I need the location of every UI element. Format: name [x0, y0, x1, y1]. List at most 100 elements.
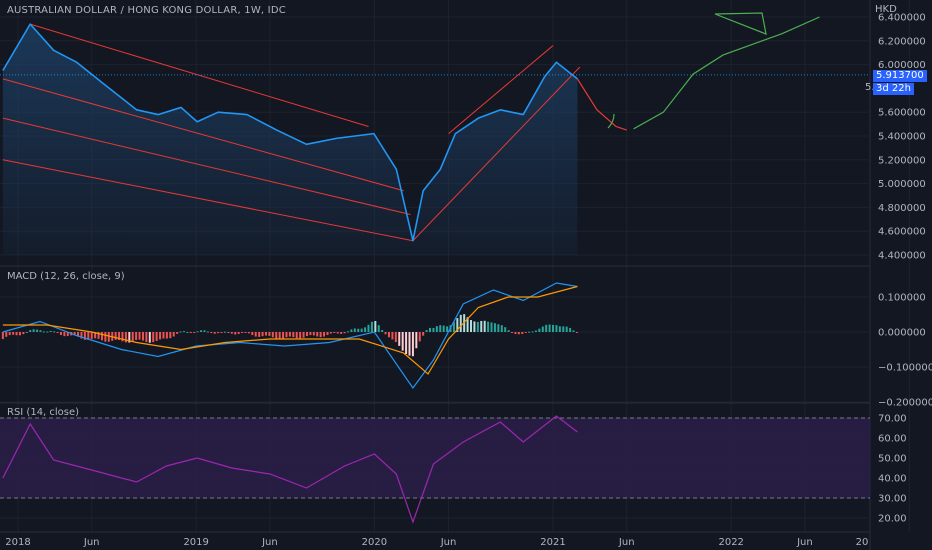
macd-histogram-bar	[548, 324, 551, 332]
macd-histogram-bar	[480, 320, 483, 332]
macd-histogram-bar	[364, 327, 367, 332]
macd-histogram-bar	[408, 332, 411, 356]
time-axis-tick-label: 2021	[540, 537, 565, 548]
last-price-tag: 5.913700	[873, 70, 927, 82]
macd-histogram-bar	[309, 332, 312, 336]
macd-histogram-bar	[476, 322, 479, 332]
macd-histogram-bar	[152, 332, 155, 343]
channel-line	[2, 117, 411, 216]
macd-histogram-bar	[193, 332, 196, 333]
currency-label: HKD	[875, 4, 897, 15]
macd-histogram-bar	[569, 327, 572, 332]
macd-histogram-bar	[360, 328, 363, 332]
macd-histogram-bar	[278, 332, 281, 340]
macd-histogram-bar	[97, 332, 100, 339]
macd-histogram-bar	[169, 332, 172, 339]
price-axis-partial-label: 5.	[865, 82, 875, 93]
macd-histogram-bar	[87, 332, 90, 340]
macd-histogram-bar	[446, 326, 449, 332]
axis-tick-label: 40.00	[878, 474, 907, 485]
macd-histogram-bar	[148, 332, 151, 343]
channel-line	[412, 66, 581, 242]
time-axis-tick-label: 2018	[5, 537, 30, 548]
macd-histogram-bar	[244, 332, 247, 333]
macd-histogram-bar	[32, 329, 35, 332]
macd-histogram-bar	[367, 324, 370, 332]
macd-histogram-bar	[90, 332, 93, 339]
macd-histogram-bar	[558, 326, 561, 332]
macd-histogram-bar	[261, 332, 264, 337]
macd-histogram-bar	[493, 323, 496, 332]
macd-histogram-bar	[56, 332, 59, 334]
macd-histogram-bar	[391, 332, 394, 340]
macd-histogram-bar	[254, 332, 257, 337]
macd-histogram-bar	[100, 332, 103, 341]
macd-histogram-bar	[394, 332, 397, 343]
macd-histogram-bar	[176, 332, 179, 334]
macd-histogram-bar	[49, 330, 52, 332]
macd-histogram-bar	[534, 330, 537, 332]
macd-histogram-bar	[357, 328, 360, 332]
axis-tick-label: 5.400000	[878, 132, 926, 143]
macd-histogram-bar	[80, 332, 83, 339]
macd-histogram-bar	[381, 330, 384, 332]
macd-histogram-bar	[53, 331, 56, 333]
macd-histogram-bar	[131, 332, 134, 342]
price-axis[interactable]: 6.400000 6.200000 6.000000 5.600000 5.400000…	[878, 13, 932, 525]
time-axis-tick-label: 2019	[183, 537, 208, 548]
macd-histogram-bar	[411, 332, 414, 357]
macd-histogram-bar	[340, 332, 343, 334]
rsi-line	[2, 415, 578, 524]
macd-histogram-bar	[217, 332, 220, 334]
macd-histogram-bar	[439, 325, 442, 332]
axis-tick-label: −0.200000	[878, 398, 932, 409]
macd-histogram-bar	[326, 332, 329, 336]
macd-histogram-bar	[94, 332, 97, 339]
time-axis-tick-label: 2022	[718, 537, 743, 548]
time-axis-tick-label: Jun	[440, 537, 457, 548]
macd-histogram-bar	[490, 322, 493, 332]
macd-histogram-bar	[179, 331, 182, 333]
macd-histogram-bar	[282, 332, 285, 339]
axis-tick-label: 6.000000	[878, 60, 926, 71]
macd-histogram-bar	[234, 332, 237, 335]
macd-histogram-bar	[46, 331, 49, 333]
macd-histogram-bar	[333, 332, 336, 333]
macd-histogram-bar	[159, 332, 162, 340]
axis-tick-label: 5.600000	[878, 108, 926, 119]
macd-histogram-bar	[29, 330, 32, 332]
chart-title: AUSTRALIAN DOLLAR / HONG KONG DOLLAR, 1W…	[7, 5, 286, 16]
macd-histogram-bar	[186, 331, 189, 333]
macd-histogram-bar	[507, 330, 510, 332]
axis-tick-label: 0.000000	[878, 328, 926, 339]
macd-histogram-bar	[268, 332, 271, 336]
macd-histogram-bar	[18, 332, 21, 336]
macd-histogram-bar	[165, 332, 168, 339]
macd-histogram-bar	[538, 328, 541, 332]
macd-histogram-bar	[227, 332, 230, 333]
time-axis-tick-label: Jun	[83, 537, 100, 548]
macd-histogram-bar	[473, 321, 476, 332]
macd-histogram-bar	[545, 324, 548, 332]
macd-histogram-bar	[552, 324, 555, 332]
macd-histogram-bar	[388, 332, 391, 338]
axis-tick-label: 20.00	[878, 514, 907, 525]
projection-arrow-head	[714, 12, 767, 35]
macd-histogram-bar	[299, 332, 302, 339]
macd-histogram-bar	[128, 332, 131, 343]
macd-histogram-bar	[374, 321, 377, 332]
macd-histogram-bar	[5, 332, 8, 337]
axis-tick-label: 60.00	[878, 434, 907, 445]
macd-histogram-bar	[220, 332, 223, 333]
macd-histogram-bar	[39, 330, 42, 332]
macd-histogram-bar	[384, 332, 387, 335]
macd-histogram-bar	[251, 332, 254, 336]
macd-histogram-bar	[517, 332, 520, 335]
macd-histogram-bar	[182, 331, 185, 333]
time-axis[interactable]: 2018 Jun 2019 Jun 2020 Jun 2021 Jun 2022 Jun 20	[5, 537, 868, 548]
countdown-tag: 3d 22h	[873, 83, 914, 95]
macd-histogram-bar	[312, 332, 315, 336]
macd-histogram-bar	[319, 332, 322, 338]
macd-histogram-bar	[8, 332, 11, 336]
macd-histogram-bar	[162, 332, 165, 339]
